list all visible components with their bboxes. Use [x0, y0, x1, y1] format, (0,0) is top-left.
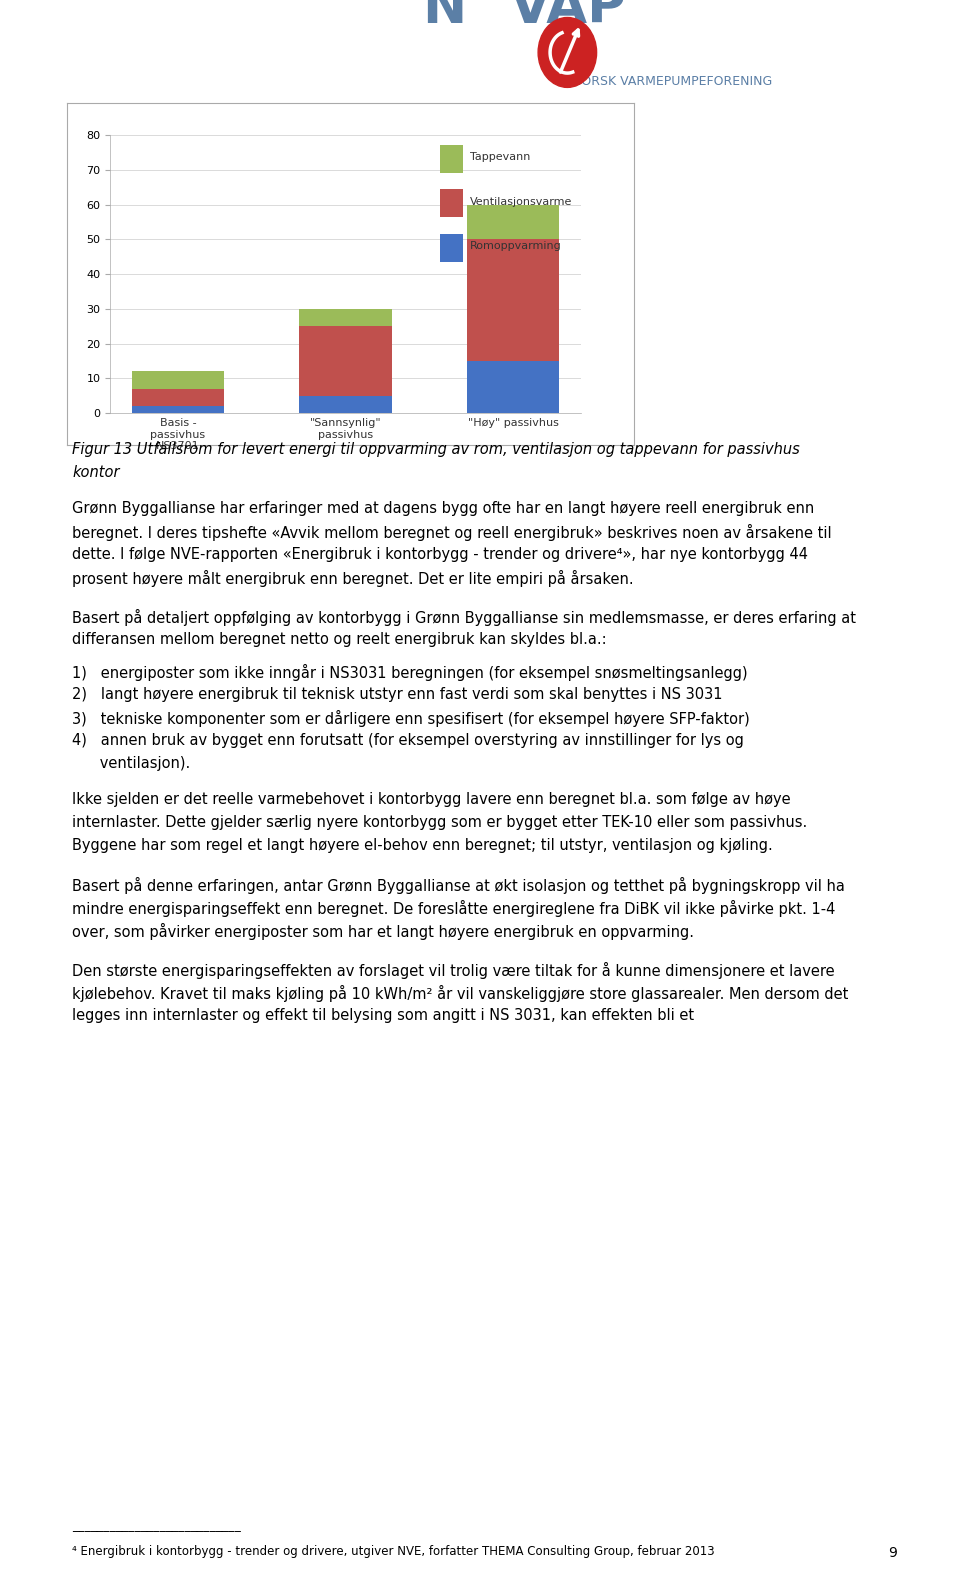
Circle shape [539, 17, 596, 87]
Text: NORSK VARMEPUMPEFORENING: NORSK VARMEPUMPEFORENING [572, 75, 772, 89]
Text: Ventilasjonsvarme: Ventilasjonsvarme [470, 197, 572, 207]
Text: ___________________________: ___________________________ [72, 1519, 241, 1532]
Text: 1)   energiposter som ikke inngår i NS3031 beregningen (for eksempel snøsmelting: 1) energiposter som ikke inngår i NS3031… [72, 664, 748, 682]
Text: kjølebehov. Kravet til maks kjøling på 10 kWh/m² år vil vanskeliggjøre store gla: kjølebehov. Kravet til maks kjøling på 1… [72, 985, 849, 1003]
Text: mindre energisparingseffekt enn beregnet. De foreslåtte energireglene fra DiBK v: mindre energisparingseffekt enn beregnet… [72, 899, 835, 917]
Bar [440, 189, 463, 218]
Bar [468, 205, 560, 240]
Text: kontor: kontor [72, 464, 119, 480]
Bar [300, 326, 392, 396]
Bar [132, 407, 224, 413]
Text: Basert på denne erfaringen, antar Grønn Byggallianse at økt isolasjon og tetthet: Basert på denne erfaringen, antar Grønn … [72, 877, 845, 895]
Text: prosent høyere målt energibruk enn beregnet. Det er lite empiri på årsaken.: prosent høyere målt energibruk enn bereg… [72, 570, 634, 586]
Text: Ikke sjelden er det reelle varmebehovet i kontorbygg lavere enn beregnet bl.a. s: Ikke sjelden er det reelle varmebehovet … [72, 791, 791, 807]
Text: beregnet. I deres tipshefte «Avvik mellom beregnet og reell energibruk» beskrive: beregnet. I deres tipshefte «Avvik mello… [72, 523, 831, 540]
Text: ventilasjon).: ventilasjon). [72, 756, 190, 771]
Text: 3)   tekniske komponenter som er dårligere enn spesifisert (for eksempel høyere : 3) tekniske komponenter som er dårligere… [72, 710, 750, 728]
Text: 4)   annen bruk av bygget enn forutsatt (for eksempel overstyring av innstilling: 4) annen bruk av bygget enn forutsatt (f… [72, 734, 744, 748]
Text: VAP: VAP [510, 0, 627, 33]
Bar [132, 372, 224, 389]
Text: differansen mellom beregnet netto og reelt energibruk kan skyldes bl.a.:: differansen mellom beregnet netto og ree… [72, 632, 607, 647]
Text: ⁴ Energibruk i kontorbygg - trender og drivere, utgiver NVE, forfatter THEMA Con: ⁴ Energibruk i kontorbygg - trender og d… [72, 1545, 714, 1557]
Text: internlaster. Dette gjelder særlig nyere kontorbygg som er bygget etter TEK-10 e: internlaster. Dette gjelder særlig nyere… [72, 815, 807, 829]
Text: Tappevann: Tappevann [470, 153, 531, 162]
Text: 9: 9 [888, 1546, 898, 1560]
Bar [468, 361, 560, 413]
Text: legges inn internlaster og effekt til belysing som angitt i NS 3031, kan effekte: legges inn internlaster og effekt til be… [72, 1007, 694, 1023]
Bar [300, 396, 392, 413]
Text: Basert på detaljert oppfølging av kontorbygg i Grønn Byggallianse sin medlemsmas: Basert på detaljert oppfølging av kontor… [72, 609, 856, 626]
Bar [440, 145, 463, 173]
Text: dette. I følge NVE-rapporten «Energibruk i kontorbygg - trender og drivere⁴», ha: dette. I følge NVE-rapporten «Energibruk… [72, 547, 808, 561]
Text: over, som påvirker energiposter som har et langt høyere energibruk en oppvarming: over, som påvirker energiposter som har … [72, 923, 694, 941]
Text: Den største energisparingseffekten av forslaget vil trolig være tiltak for å kun: Den største energisparingseffekten av fo… [72, 961, 834, 979]
Bar [300, 308, 392, 326]
Text: N: N [422, 0, 467, 33]
Text: Grønn Byggallianse har erfaringer med at dagens bygg ofte har en langt høyere re: Grønn Byggallianse har erfaringer med at… [72, 501, 814, 515]
Text: Figur 13 Utfallsrom for levert energi til oppvarming av rom, ventilasjon og tapp: Figur 13 Utfallsrom for levert energi ti… [72, 442, 800, 456]
Text: Romoppvarming: Romoppvarming [470, 242, 562, 251]
Text: Byggene har som regel et langt høyere el-behov enn beregnet; til utstyr, ventila: Byggene har som regel et langt høyere el… [72, 839, 773, 853]
Bar [468, 240, 560, 361]
Bar [132, 389, 224, 407]
Text: 2)   langt høyere energibruk til teknisk utstyr enn fast verdi som skal benyttes: 2) langt høyere energibruk til teknisk u… [72, 688, 723, 702]
Bar [440, 234, 463, 262]
